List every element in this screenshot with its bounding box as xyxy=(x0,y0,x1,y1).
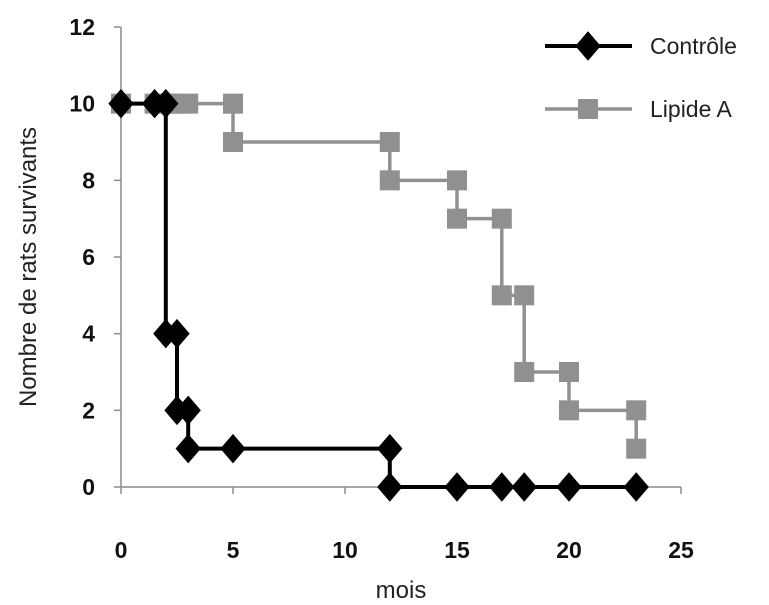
x-axis-title: mois xyxy=(376,577,427,604)
data-point-lipide-a xyxy=(178,93,199,114)
data-point-controle xyxy=(444,472,470,502)
x-tick-label: 15 xyxy=(444,537,470,563)
x-tick-label: 25 xyxy=(668,537,694,563)
data-point-lipide-a xyxy=(379,170,400,191)
series-layer xyxy=(108,88,649,502)
legend: Contrôle Lipide A xyxy=(545,31,737,122)
data-point-controle xyxy=(511,472,537,502)
data-point-lipide-a xyxy=(223,93,243,114)
data-point-controle xyxy=(220,433,246,464)
data-point-lipide-a xyxy=(447,170,467,191)
legend-label-controle: Contrôle xyxy=(650,33,737,59)
y-tick-label: 0 xyxy=(82,474,95,500)
data-point-controle xyxy=(377,433,403,464)
axes xyxy=(114,26,682,494)
x-tick-label: 0 xyxy=(115,537,128,563)
data-point-lipide-a xyxy=(559,362,579,382)
data-point-lipide-a xyxy=(491,285,512,306)
y-tick-label: 12 xyxy=(69,14,95,40)
series-line-controle xyxy=(121,101,637,489)
y-tick-label: 6 xyxy=(82,244,95,270)
data-point-lipide-a xyxy=(491,208,512,229)
data-point-controle xyxy=(153,88,179,119)
legend-square-icon xyxy=(578,99,598,119)
y-tick-label: 8 xyxy=(82,167,95,193)
series-controle xyxy=(108,88,649,502)
data-point-controle xyxy=(623,472,649,502)
series-line-lipide-a xyxy=(121,101,638,449)
data-point-controle xyxy=(108,88,134,119)
data-point-controle xyxy=(377,472,403,502)
data-point-controle xyxy=(489,472,515,502)
data-point-lipide-a xyxy=(223,132,243,152)
legend-diamond-icon xyxy=(575,31,601,61)
data-point-lipide-a xyxy=(559,400,579,421)
data-point-lipide-a xyxy=(514,285,535,306)
y-axis-title: Nombre de rats survivants xyxy=(15,127,42,407)
data-point-controle xyxy=(164,318,190,349)
data-point-lipide-a xyxy=(626,438,647,459)
data-point-lipide-a xyxy=(379,132,400,152)
legend-label-lipide-a: Lipide A xyxy=(650,96,733,122)
legend-marker-lipide-a xyxy=(578,99,598,119)
data-point-controle xyxy=(175,433,201,464)
legend-marker-controle xyxy=(575,31,601,61)
data-point-lipide-a xyxy=(514,362,535,382)
y-tick-label: 10 xyxy=(69,91,95,117)
x-tick-label: 5 xyxy=(227,537,240,563)
data-point-controle xyxy=(175,395,201,426)
data-point-controle xyxy=(556,472,582,502)
x-tick-label: 20 xyxy=(556,537,582,563)
data-point-lipide-a xyxy=(447,208,467,229)
y-tick-label: 4 xyxy=(82,321,95,347)
data-point-lipide-a xyxy=(626,400,647,421)
tick-labels: 0 2 4 6 8 10 12 0 5 10 15 20 25 xyxy=(69,14,694,563)
x-tick-label: 10 xyxy=(332,537,358,563)
y-tick-label: 2 xyxy=(82,397,95,423)
